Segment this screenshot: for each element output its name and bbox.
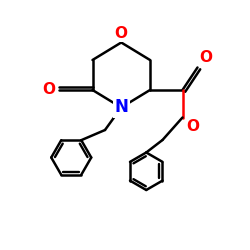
Text: N: N (114, 98, 128, 116)
Text: O: O (199, 50, 212, 64)
Text: O: O (186, 119, 199, 134)
Text: O: O (42, 82, 55, 98)
Text: O: O (115, 26, 128, 41)
